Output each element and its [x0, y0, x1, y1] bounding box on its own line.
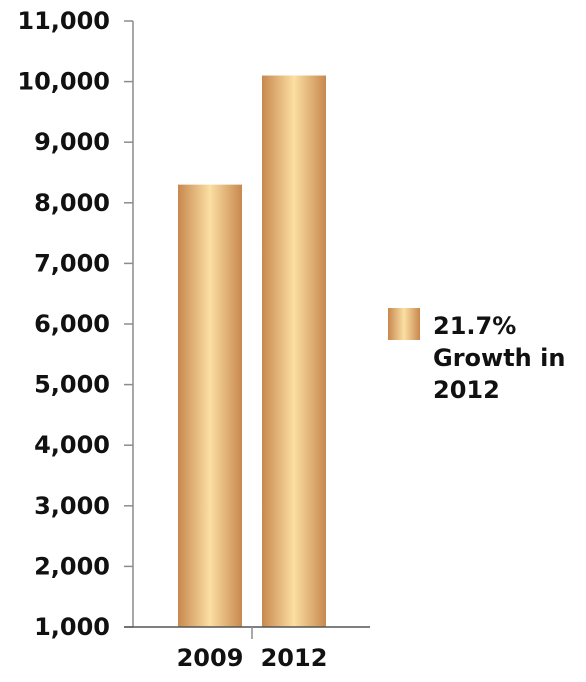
- legend: 21.7% Growth in 2012: [388, 308, 565, 404]
- y-tick-label: 6,000: [34, 310, 110, 338]
- legend-label-line-2: Growth in: [433, 344, 565, 372]
- y-tick-label: 3,000: [34, 492, 110, 520]
- y-tick-label: 2,000: [34, 552, 110, 580]
- bar-2012: [262, 75, 326, 628]
- y-tick-label: 11,000: [17, 7, 110, 35]
- legend-label-line-1: 21.7%: [433, 312, 516, 340]
- x-tick-label: 2012: [261, 644, 328, 672]
- y-tick-label: 4,000: [34, 431, 110, 459]
- y-tick-label: 9,000: [34, 128, 110, 156]
- bar-2009: [178, 184, 242, 627]
- y-tick-label: 1,000: [34, 613, 110, 641]
- y-tick-label: 7,000: [34, 249, 110, 277]
- x-axis: 2009 2012: [124, 626, 370, 672]
- y-tick-label: 8,000: [34, 189, 110, 217]
- y-tick-label: 5,000: [34, 371, 110, 399]
- y-axis: 1,000 2,000 3,000 4,000 5,000 6,000 7,000 8,000…: [17, 7, 134, 641]
- legend-swatch: [388, 308, 420, 340]
- x-tick-label: 2009: [177, 644, 244, 672]
- y-tick-label: 10,000: [17, 68, 110, 96]
- bars: [178, 75, 326, 628]
- legend-label-line-3: 2012: [433, 376, 500, 404]
